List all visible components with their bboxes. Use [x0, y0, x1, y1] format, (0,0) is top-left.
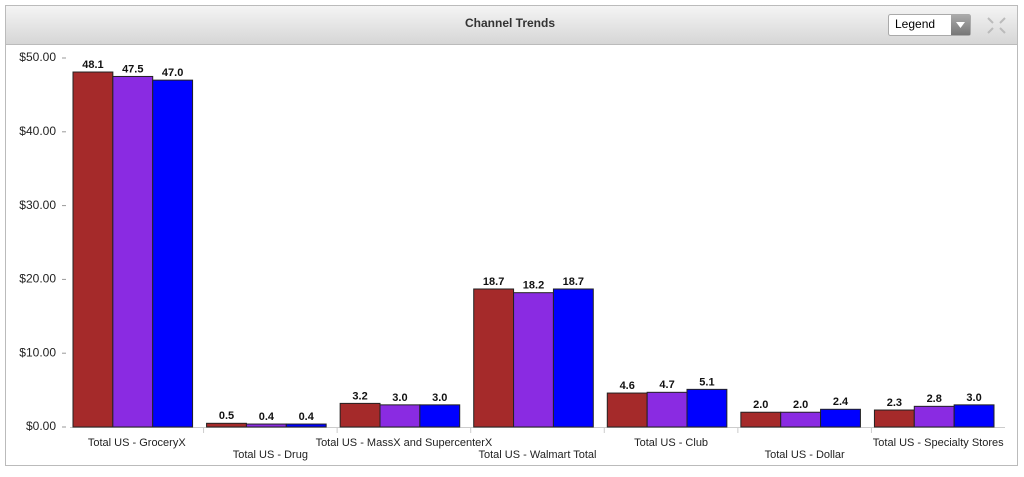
bar — [740, 411, 782, 428]
panel-header — [6, 6, 1017, 44]
data-label: 3.0 — [392, 392, 407, 404]
x-tick-label: Total US - Club — [634, 437, 708, 449]
expand-icon[interactable] — [987, 17, 1006, 34]
data-label: 4.7 — [659, 379, 674, 391]
legend-dropdown[interactable]: Legend — [888, 14, 971, 36]
data-label: 2.0 — [793, 399, 808, 411]
bar — [606, 392, 648, 428]
bar — [686, 388, 728, 428]
y-tick-label: $0.00 — [26, 419, 56, 433]
y-tick-label: $40.00 — [19, 124, 56, 138]
data-label: 18.7 — [563, 276, 584, 288]
y-tick-label: $30.00 — [19, 198, 56, 212]
data-label: 47.0 — [162, 67, 183, 79]
x-tick-label: Total US - Specialty Stores — [873, 437, 1004, 449]
x-tick-label: Total US - Dollar — [765, 449, 845, 461]
data-label: 18.7 — [483, 276, 504, 288]
data-label: 4.6 — [620, 380, 635, 392]
chart-title: Channel Trends — [465, 16, 555, 30]
data-label: 0.4 — [299, 411, 315, 423]
bar — [379, 404, 421, 428]
bar — [780, 411, 822, 428]
data-label: 2.3 — [887, 397, 902, 409]
y-tick-label: $10.00 — [19, 345, 56, 359]
bar — [112, 75, 154, 428]
bar — [419, 404, 461, 428]
dropdown-arrow[interactable] — [956, 22, 965, 28]
data-label: 47.5 — [122, 63, 143, 75]
bar — [820, 408, 861, 428]
x-tick-label: Total US - Walmart Total — [479, 449, 597, 461]
data-label: 0.4 — [259, 411, 275, 423]
bar — [913, 405, 955, 428]
data-label: 3.0 — [432, 392, 447, 404]
y-tick-label: $20.00 — [19, 272, 56, 286]
bar — [72, 71, 114, 428]
x-tick-label: Total US - GroceryX — [88, 437, 186, 449]
bar — [513, 292, 554, 428]
bar — [552, 288, 594, 428]
bar — [953, 404, 995, 428]
expand-glyph[interactable] — [987, 17, 1006, 34]
data-label: 3.2 — [352, 390, 367, 402]
x-tick-label: Total US - MassX and SupercenterX — [316, 437, 493, 449]
bar — [473, 288, 515, 428]
bar — [339, 402, 381, 428]
bar — [152, 79, 194, 428]
bar — [245, 423, 287, 428]
data-label: 5.1 — [699, 376, 714, 388]
x-tick-label: Total US - Drug — [233, 449, 308, 461]
data-label: 2.0 — [753, 399, 768, 411]
dropdown-box[interactable] — [888, 14, 971, 36]
bar — [646, 391, 688, 428]
data-label: 2.8 — [927, 393, 942, 405]
data-label: 48.1 — [82, 59, 103, 71]
data-label: 3.0 — [966, 392, 981, 404]
bar — [285, 423, 327, 428]
dropdown-label[interactable]: Legend — [895, 17, 935, 31]
y-tick-label: $50.00 — [19, 50, 56, 64]
data-label: 18.2 — [523, 280, 544, 292]
data-label: 0.5 — [219, 410, 234, 422]
bar — [206, 422, 247, 428]
data-label: 2.4 — [833, 396, 849, 408]
bar — [873, 409, 915, 428]
